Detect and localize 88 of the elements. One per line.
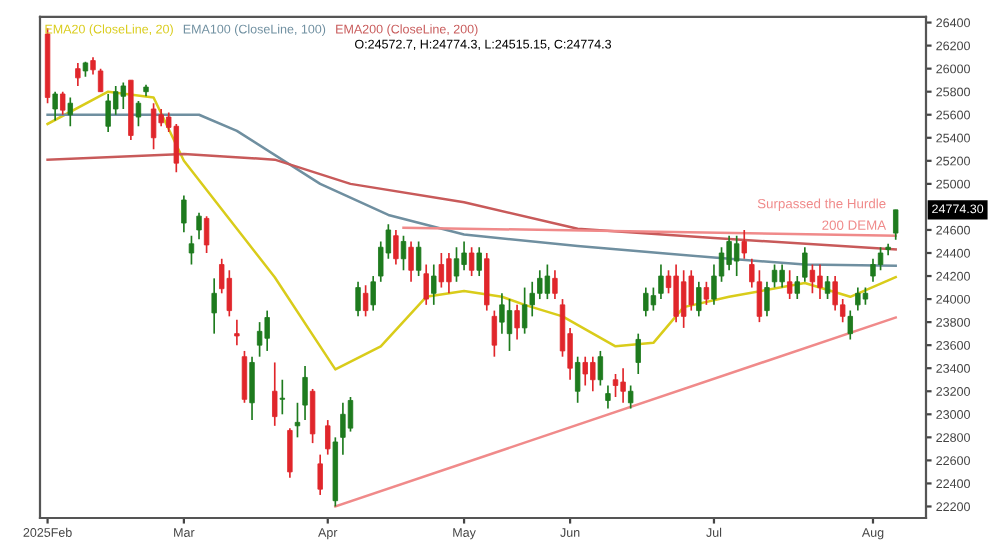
candlestick [612, 373, 619, 398]
candlestick [809, 263, 816, 295]
candlestick [514, 304, 520, 341]
candlestick [423, 263, 429, 306]
candlestick [605, 384, 611, 410]
candlestick [302, 365, 308, 421]
candlestick [696, 280, 702, 318]
candlestick [211, 277, 217, 335]
candlestick [52, 90, 58, 122]
candlestick [650, 286, 657, 312]
candlestick [415, 240, 422, 277]
candlestick [779, 263, 785, 289]
candlestick [597, 350, 604, 387]
candlestick [309, 388, 316, 444]
candlestick [249, 355, 255, 421]
candlestick [703, 280, 710, 306]
candlestick [590, 355, 596, 393]
candlestick [60, 90, 66, 116]
candlestick [196, 211, 202, 241]
candlestick [287, 427, 293, 479]
candlestick [272, 361, 278, 427]
candlestick [431, 263, 437, 306]
candlestick [680, 269, 687, 329]
candlestick [847, 309, 853, 341]
candlestick [97, 67, 104, 93]
candlestick [544, 263, 551, 300]
candlestick [574, 355, 581, 404]
candlestick [552, 269, 558, 300]
candlestick [317, 453, 323, 496]
candlestick [832, 275, 838, 312]
candlestick [537, 269, 543, 300]
candlestick [802, 246, 808, 283]
candlestick [135, 100, 142, 128]
candlestick [181, 194, 187, 234]
candlestick [393, 229, 399, 266]
candlestick [294, 401, 301, 439]
candlestick [817, 263, 823, 300]
candlestick [67, 96, 73, 128]
candlestick [203, 215, 210, 254]
candlestick [787, 269, 793, 300]
candlestick [771, 263, 778, 289]
candlestick [75, 62, 81, 87]
candlestick [506, 298, 513, 352]
candlestick [355, 280, 361, 318]
candlestick [764, 280, 770, 318]
candlestick [658, 263, 664, 300]
candlestick [794, 275, 800, 300]
candlestick [453, 246, 460, 283]
candlestick [855, 286, 861, 312]
line-series [46, 152, 897, 251]
candlestick [673, 263, 679, 323]
candlestick [877, 246, 884, 272]
candlestick [491, 309, 498, 358]
candlestick [370, 275, 376, 312]
candlestick [870, 257, 876, 283]
candlestick [340, 401, 346, 456]
candlestick [279, 378, 286, 416]
line-series [46, 90, 897, 371]
candlestick [362, 284, 369, 318]
candlestick [188, 234, 195, 266]
candlestick [234, 318, 240, 347]
candlestick [521, 286, 528, 335]
candlestick [347, 396, 354, 433]
candlestick [627, 384, 634, 410]
candlestick [120, 81, 126, 110]
candlestick [893, 209, 899, 241]
candlestick [643, 286, 649, 318]
candlestick [438, 252, 445, 289]
candlestick [824, 275, 831, 300]
candlestick [105, 93, 111, 133]
candlestick [468, 246, 475, 277]
candlestick [408, 240, 414, 283]
candlestick [635, 332, 641, 375]
candlestick [325, 419, 331, 456]
candlestick [726, 234, 732, 272]
candlestick [150, 102, 157, 151]
candlestick [476, 246, 482, 277]
candlestick [241, 350, 248, 404]
candlestick [741, 229, 747, 260]
candlestick [446, 252, 452, 295]
candlestick [264, 309, 270, 352]
candlestick [499, 292, 505, 335]
candlestick [484, 252, 490, 312]
candlestick [400, 234, 407, 272]
candlestick [620, 367, 626, 404]
candlestick [733, 234, 740, 277]
candlestick [582, 355, 588, 387]
candlestick [461, 240, 467, 272]
